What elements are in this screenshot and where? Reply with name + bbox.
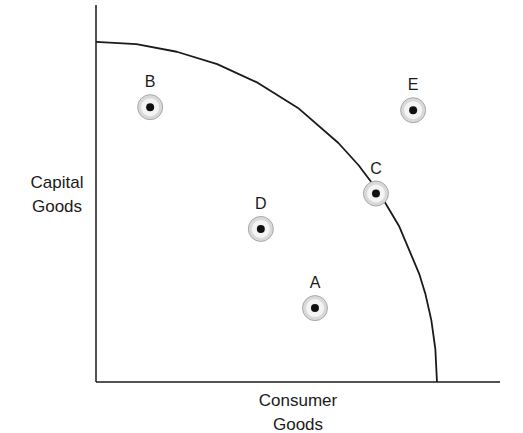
point-label: E xyxy=(408,76,419,93)
point-inner xyxy=(252,220,270,238)
point-inner xyxy=(404,101,422,119)
point-ring xyxy=(401,98,426,123)
x-axis xyxy=(96,381,500,383)
point-label: D xyxy=(255,195,267,212)
point-label: A xyxy=(310,274,321,291)
point-inner xyxy=(141,98,159,116)
point-dot xyxy=(372,190,380,198)
point-dot xyxy=(311,304,319,312)
point xyxy=(302,296,327,321)
point-label: C xyxy=(370,160,382,177)
chart: B E C D A CapitalGoods ConsumerGoods xyxy=(0,0,523,433)
point xyxy=(401,98,426,123)
point-ring xyxy=(248,216,273,241)
frontier-curve xyxy=(96,42,437,382)
point-ring xyxy=(363,181,388,206)
y-axis-label: CapitalGoods xyxy=(31,173,84,216)
plot-area xyxy=(96,42,437,382)
point xyxy=(363,181,388,206)
point xyxy=(138,95,163,120)
point-ring xyxy=(138,95,163,120)
point-dot xyxy=(409,106,417,114)
point-dot xyxy=(257,225,265,233)
point-inner xyxy=(306,299,324,317)
point-label: B xyxy=(145,73,156,90)
point-ring xyxy=(302,296,327,321)
x-axis-label: ConsumerGoods xyxy=(259,391,338,433)
y-axis xyxy=(95,5,97,382)
point-dot xyxy=(146,103,154,111)
point xyxy=(248,216,273,241)
point-inner xyxy=(367,185,385,203)
labels: B E C D A xyxy=(145,73,419,291)
